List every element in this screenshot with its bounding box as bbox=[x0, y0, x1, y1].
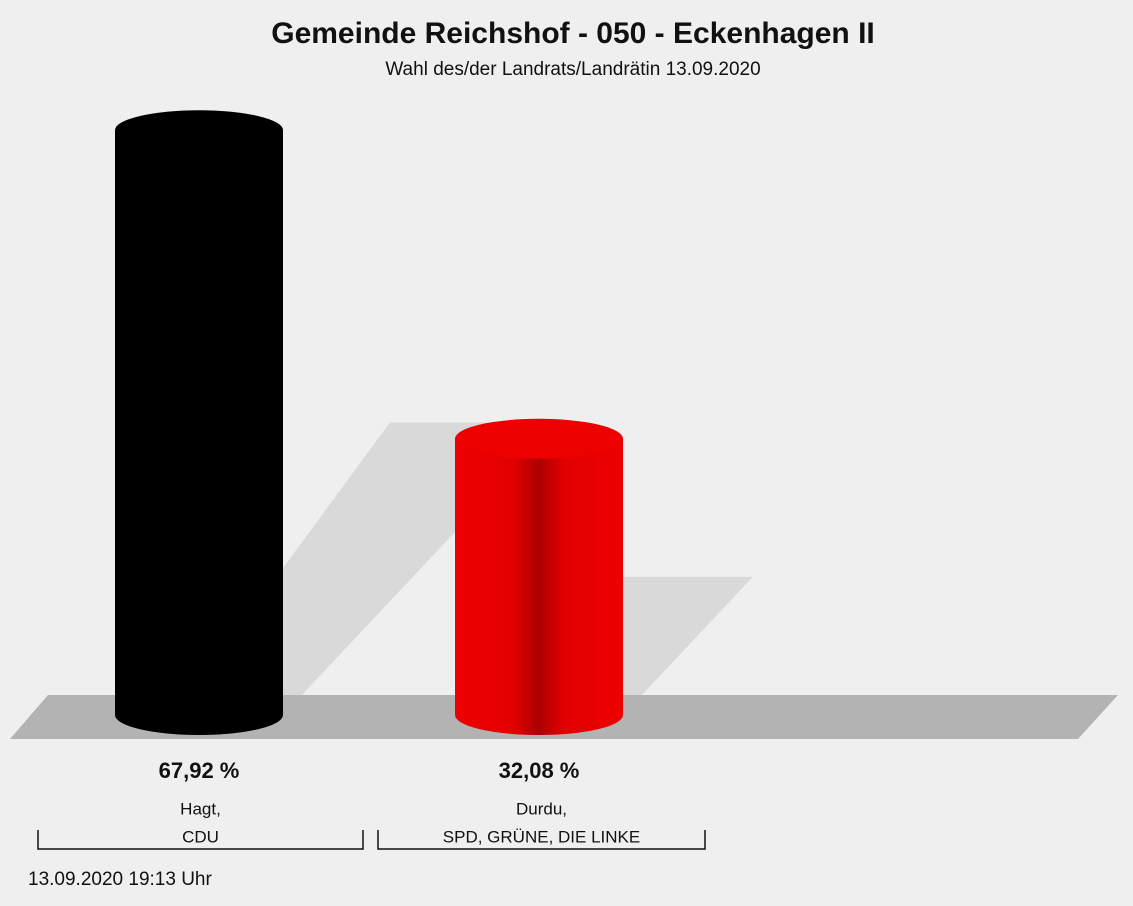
bar-top bbox=[455, 418, 623, 459]
category-bracket bbox=[37, 830, 364, 850]
value-label: 67,92 % bbox=[159, 758, 240, 783]
bars: 67,92 % Hagt, CDU 32,08 % Durdu, SPD, GRÜNE, … bbox=[37, 110, 706, 850]
bar-top bbox=[115, 110, 283, 151]
category-bracket bbox=[377, 830, 706, 850]
chart-subtitle: Wahl des/der Landrats/Landrätin 13.09.20… bbox=[385, 59, 760, 80]
footer: 13.09.2020 19:13 Uhr bbox=[28, 869, 212, 890]
bar-shading bbox=[455, 438, 623, 735]
category-label: Durdu, bbox=[516, 799, 567, 818]
category-label: Hagt, bbox=[180, 799, 221, 818]
value-label: 32,08 % bbox=[499, 758, 580, 783]
category-label: SPD, GRÜNE, DIE LINKE bbox=[443, 827, 640, 846]
category-label: CDU bbox=[182, 827, 219, 846]
bar-shading bbox=[115, 130, 283, 735]
chart-title: Gemeinde Reichshof - 050 - Eckenhagen II bbox=[271, 17, 875, 50]
